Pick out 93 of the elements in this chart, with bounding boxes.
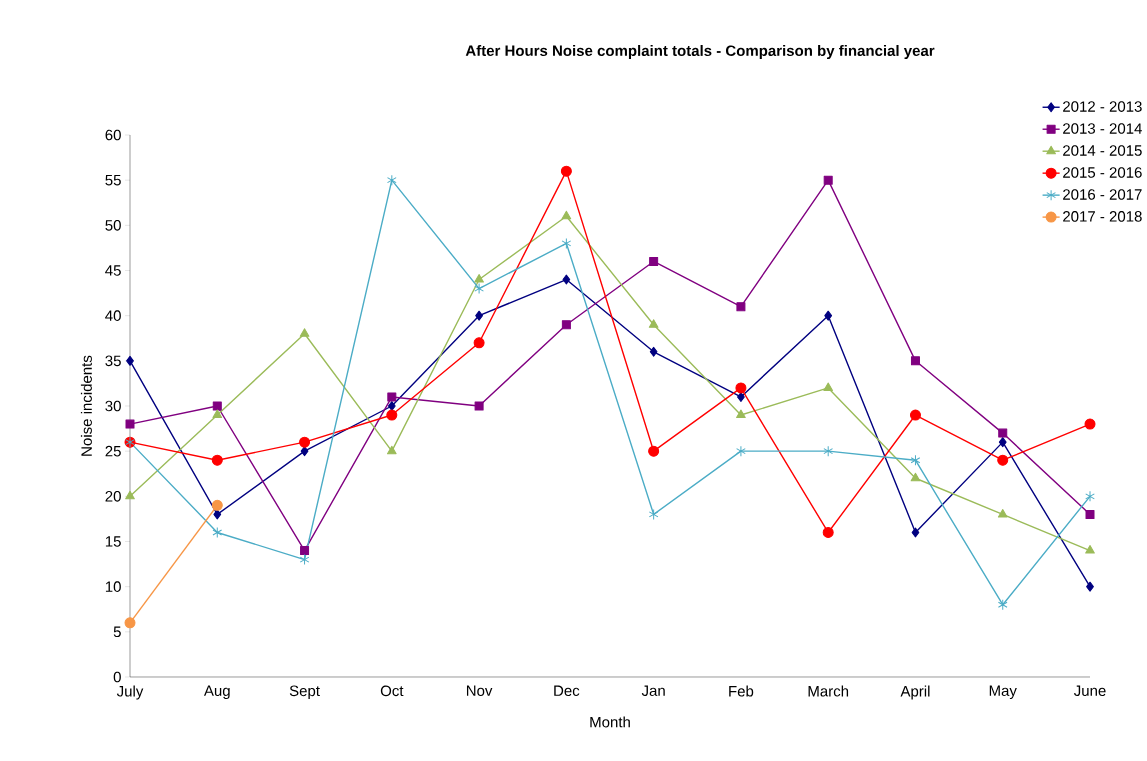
x-tick-label: March [808, 685, 849, 697]
point [212, 409, 223, 419]
point [824, 310, 833, 321]
y-tick-label: 45 [105, 265, 121, 276]
y-tick-label: 20 [105, 491, 121, 502]
point [648, 319, 659, 328]
x-tick-label: Jan [641, 685, 665, 696]
point [386, 174, 397, 186]
point [213, 509, 222, 520]
point [300, 546, 310, 556]
x-tick-label: Aug [203, 685, 230, 699]
point [562, 274, 571, 285]
y-tick-label: 0 [113, 671, 121, 683]
point [910, 356, 920, 366]
legend-label: 2015 - 2016 [1063, 167, 1142, 178]
y-tick-label: 15 [105, 536, 121, 547]
legend-label: 2012 - 2013 [1063, 101, 1142, 112]
point [910, 454, 921, 466]
x-tick-label: July [116, 685, 144, 700]
point [997, 508, 1008, 518]
x-tick-label: Sept [289, 685, 320, 700]
legend-label: 2016 - 2017 [1063, 189, 1142, 200]
point [124, 617, 136, 629]
point [299, 328, 310, 337]
point [998, 428, 1008, 438]
chart-title: After Hours Noise complaint totals - Comparison by financial year [465, 45, 935, 59]
point [212, 526, 223, 538]
x-tick-label: Nov [466, 685, 493, 696]
point [126, 355, 134, 366]
point [649, 256, 659, 266]
point [648, 508, 659, 520]
y-tick-label: 10 [105, 581, 121, 592]
x-tick-label: May [989, 685, 1017, 699]
point [561, 320, 571, 330]
x-tick-label: June [1073, 685, 1106, 696]
y-tick-label: 50 [105, 220, 121, 231]
point [125, 419, 135, 429]
point [822, 526, 834, 538]
point [386, 445, 397, 455]
point [299, 436, 311, 448]
y-tick-label: 25 [105, 445, 121, 457]
point [475, 310, 483, 321]
point [474, 283, 484, 295]
x-tick-label: April [900, 685, 930, 700]
point [212, 401, 222, 411]
point [736, 302, 746, 312]
point [823, 175, 833, 185]
point [997, 454, 1009, 466]
point [474, 401, 484, 411]
legend-label: 2014 - 2015 [1063, 145, 1142, 156]
point [909, 409, 921, 421]
x-tick-label: Dec [554, 685, 580, 696]
y-axis-title: Noise incidents [80, 355, 92, 456]
point [386, 409, 398, 421]
point [561, 237, 572, 249]
point [387, 392, 397, 402]
point [736, 445, 746, 457]
point [473, 337, 485, 349]
point [998, 437, 1007, 448]
point [735, 382, 747, 394]
point [300, 446, 309, 457]
y-tick-label: 55 [105, 174, 121, 186]
point [387, 401, 396, 411]
legend-label: 2013 - 2014 [1063, 123, 1142, 134]
x-tick-label: Oct [380, 685, 404, 697]
point [997, 599, 1008, 611]
point [474, 274, 484, 283]
x-tick-label: Feb [729, 685, 754, 697]
point [736, 409, 746, 419]
point [911, 527, 920, 538]
point [560, 165, 572, 177]
point [648, 445, 660, 457]
point [211, 454, 223, 466]
point [299, 554, 310, 566]
point [1085, 490, 1095, 502]
y-tick-label: 60 [105, 129, 121, 141]
point [1086, 581, 1094, 592]
y-tick-label: 40 [105, 310, 121, 321]
point [1085, 545, 1095, 554]
point [211, 499, 223, 511]
point [125, 490, 135, 500]
point [1085, 509, 1095, 519]
point [823, 445, 834, 457]
legend-label: 2017 - 2018 [1063, 211, 1142, 222]
point [1084, 418, 1096, 430]
y-tick-label: 5 [113, 626, 121, 638]
point [823, 382, 834, 391]
point [561, 210, 572, 220]
x-axis-title: Month [590, 716, 630, 728]
y-tick-label: 30 [105, 400, 121, 412]
point [649, 346, 658, 357]
y-tick-label: 35 [105, 355, 121, 367]
point [910, 472, 921, 482]
